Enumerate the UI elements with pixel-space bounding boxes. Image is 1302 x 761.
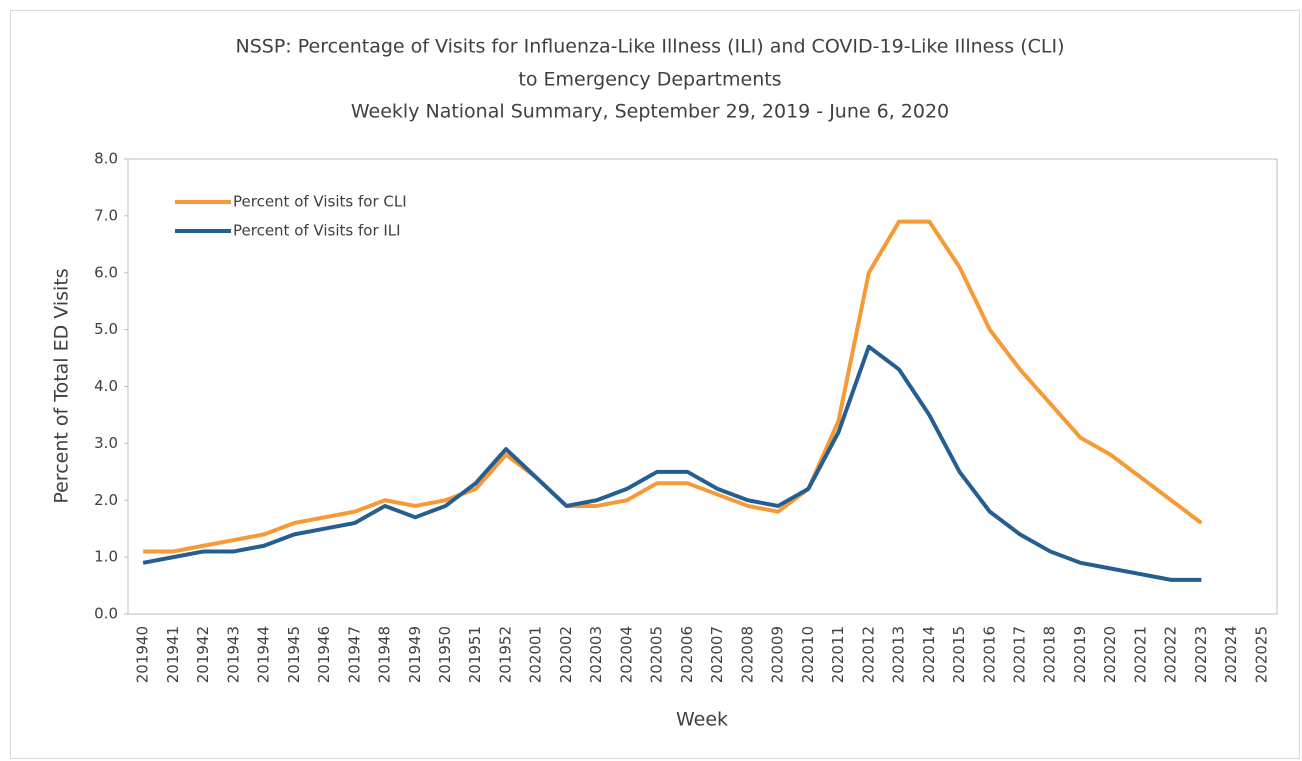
x-tick-label: 201946 <box>315 626 333 683</box>
x-tick-label: 202011 <box>829 626 847 683</box>
x-tick-label: 202006 <box>678 626 696 683</box>
y-tick-label: 0.0 <box>94 605 118 623</box>
x-tick-label: 202002 <box>557 626 575 683</box>
x-tick-label: 202019 <box>1071 626 1089 683</box>
x-tick-label: 201942 <box>194 626 212 683</box>
x-tick-label: 202023 <box>1192 626 1210 683</box>
x-tick-label: 202016 <box>980 626 998 683</box>
legend-label: Percent of Visits for ILI <box>233 222 401 240</box>
x-tick-label: 202022 <box>1162 626 1180 683</box>
y-tick-label: 5.0 <box>94 320 118 338</box>
x-tick-label: 201945 <box>285 626 303 683</box>
x-tick-label: 202015 <box>950 626 968 683</box>
data-line <box>142 344 1202 582</box>
x-tick-label: 201943 <box>224 626 242 683</box>
y-axis-label: Percent of Total ED Visits <box>51 268 73 503</box>
x-tick-label: 202007 <box>708 626 726 683</box>
x-tick-label: 201950 <box>436 626 454 683</box>
x-tick-label: 202001 <box>527 626 545 683</box>
y-tick-label: 2.0 <box>94 491 118 509</box>
x-tick-label: 202021 <box>1131 626 1149 683</box>
x-tick-label: 201940 <box>134 626 152 683</box>
y-tick-label: 3.0 <box>94 434 118 452</box>
x-tick-label: 202003 <box>587 626 605 683</box>
y-tick-label: 6.0 <box>94 263 118 281</box>
y-tick-label: 1.0 <box>94 548 118 566</box>
x-tick-label: 201941 <box>164 626 182 683</box>
y-tick-label: 8.0 <box>94 150 118 168</box>
x-tick-label: 201948 <box>376 626 394 683</box>
x-tick-label: 201947 <box>345 626 363 683</box>
chart-subtitle: Weekly National Summary, September 29, 2… <box>351 101 949 123</box>
x-tick-label: 202020 <box>1101 626 1119 683</box>
x-tick-label: 202025 <box>1252 626 1270 683</box>
y-tick-label: 4.0 <box>94 377 118 395</box>
chart-title: NSSP: Percentage of Visits for Influenza… <box>236 36 1065 58</box>
x-tick-label: 202013 <box>890 626 908 683</box>
x-tick-label: 202004 <box>617 626 635 683</box>
legend-label: Percent of Visits for CLI <box>233 193 407 211</box>
x-tick-label: 201951 <box>466 626 484 683</box>
chart-title: to Emergency Departments <box>518 69 781 91</box>
x-tick-label: 202017 <box>1010 626 1028 683</box>
x-tick-label: 202008 <box>738 626 756 683</box>
x-tick-label: 202012 <box>859 626 877 683</box>
x-tick-label: 202018 <box>1041 626 1059 683</box>
x-tick-label: 202009 <box>769 626 787 683</box>
data-line <box>143 219 1203 554</box>
x-tick-label: 201949 <box>406 626 424 683</box>
y-tick-label: 7.0 <box>94 206 118 224</box>
x-tick-label: 202024 <box>1222 626 1240 683</box>
x-axis-label: Week <box>676 709 728 731</box>
x-tick-label: 201944 <box>255 626 273 683</box>
x-tick-label: 202014 <box>920 626 938 683</box>
x-tick-label: 202005 <box>648 626 666 683</box>
chart-frame <box>10 10 1300 759</box>
x-tick-label: 202010 <box>799 626 817 683</box>
x-tick-label: 201952 <box>496 626 514 683</box>
